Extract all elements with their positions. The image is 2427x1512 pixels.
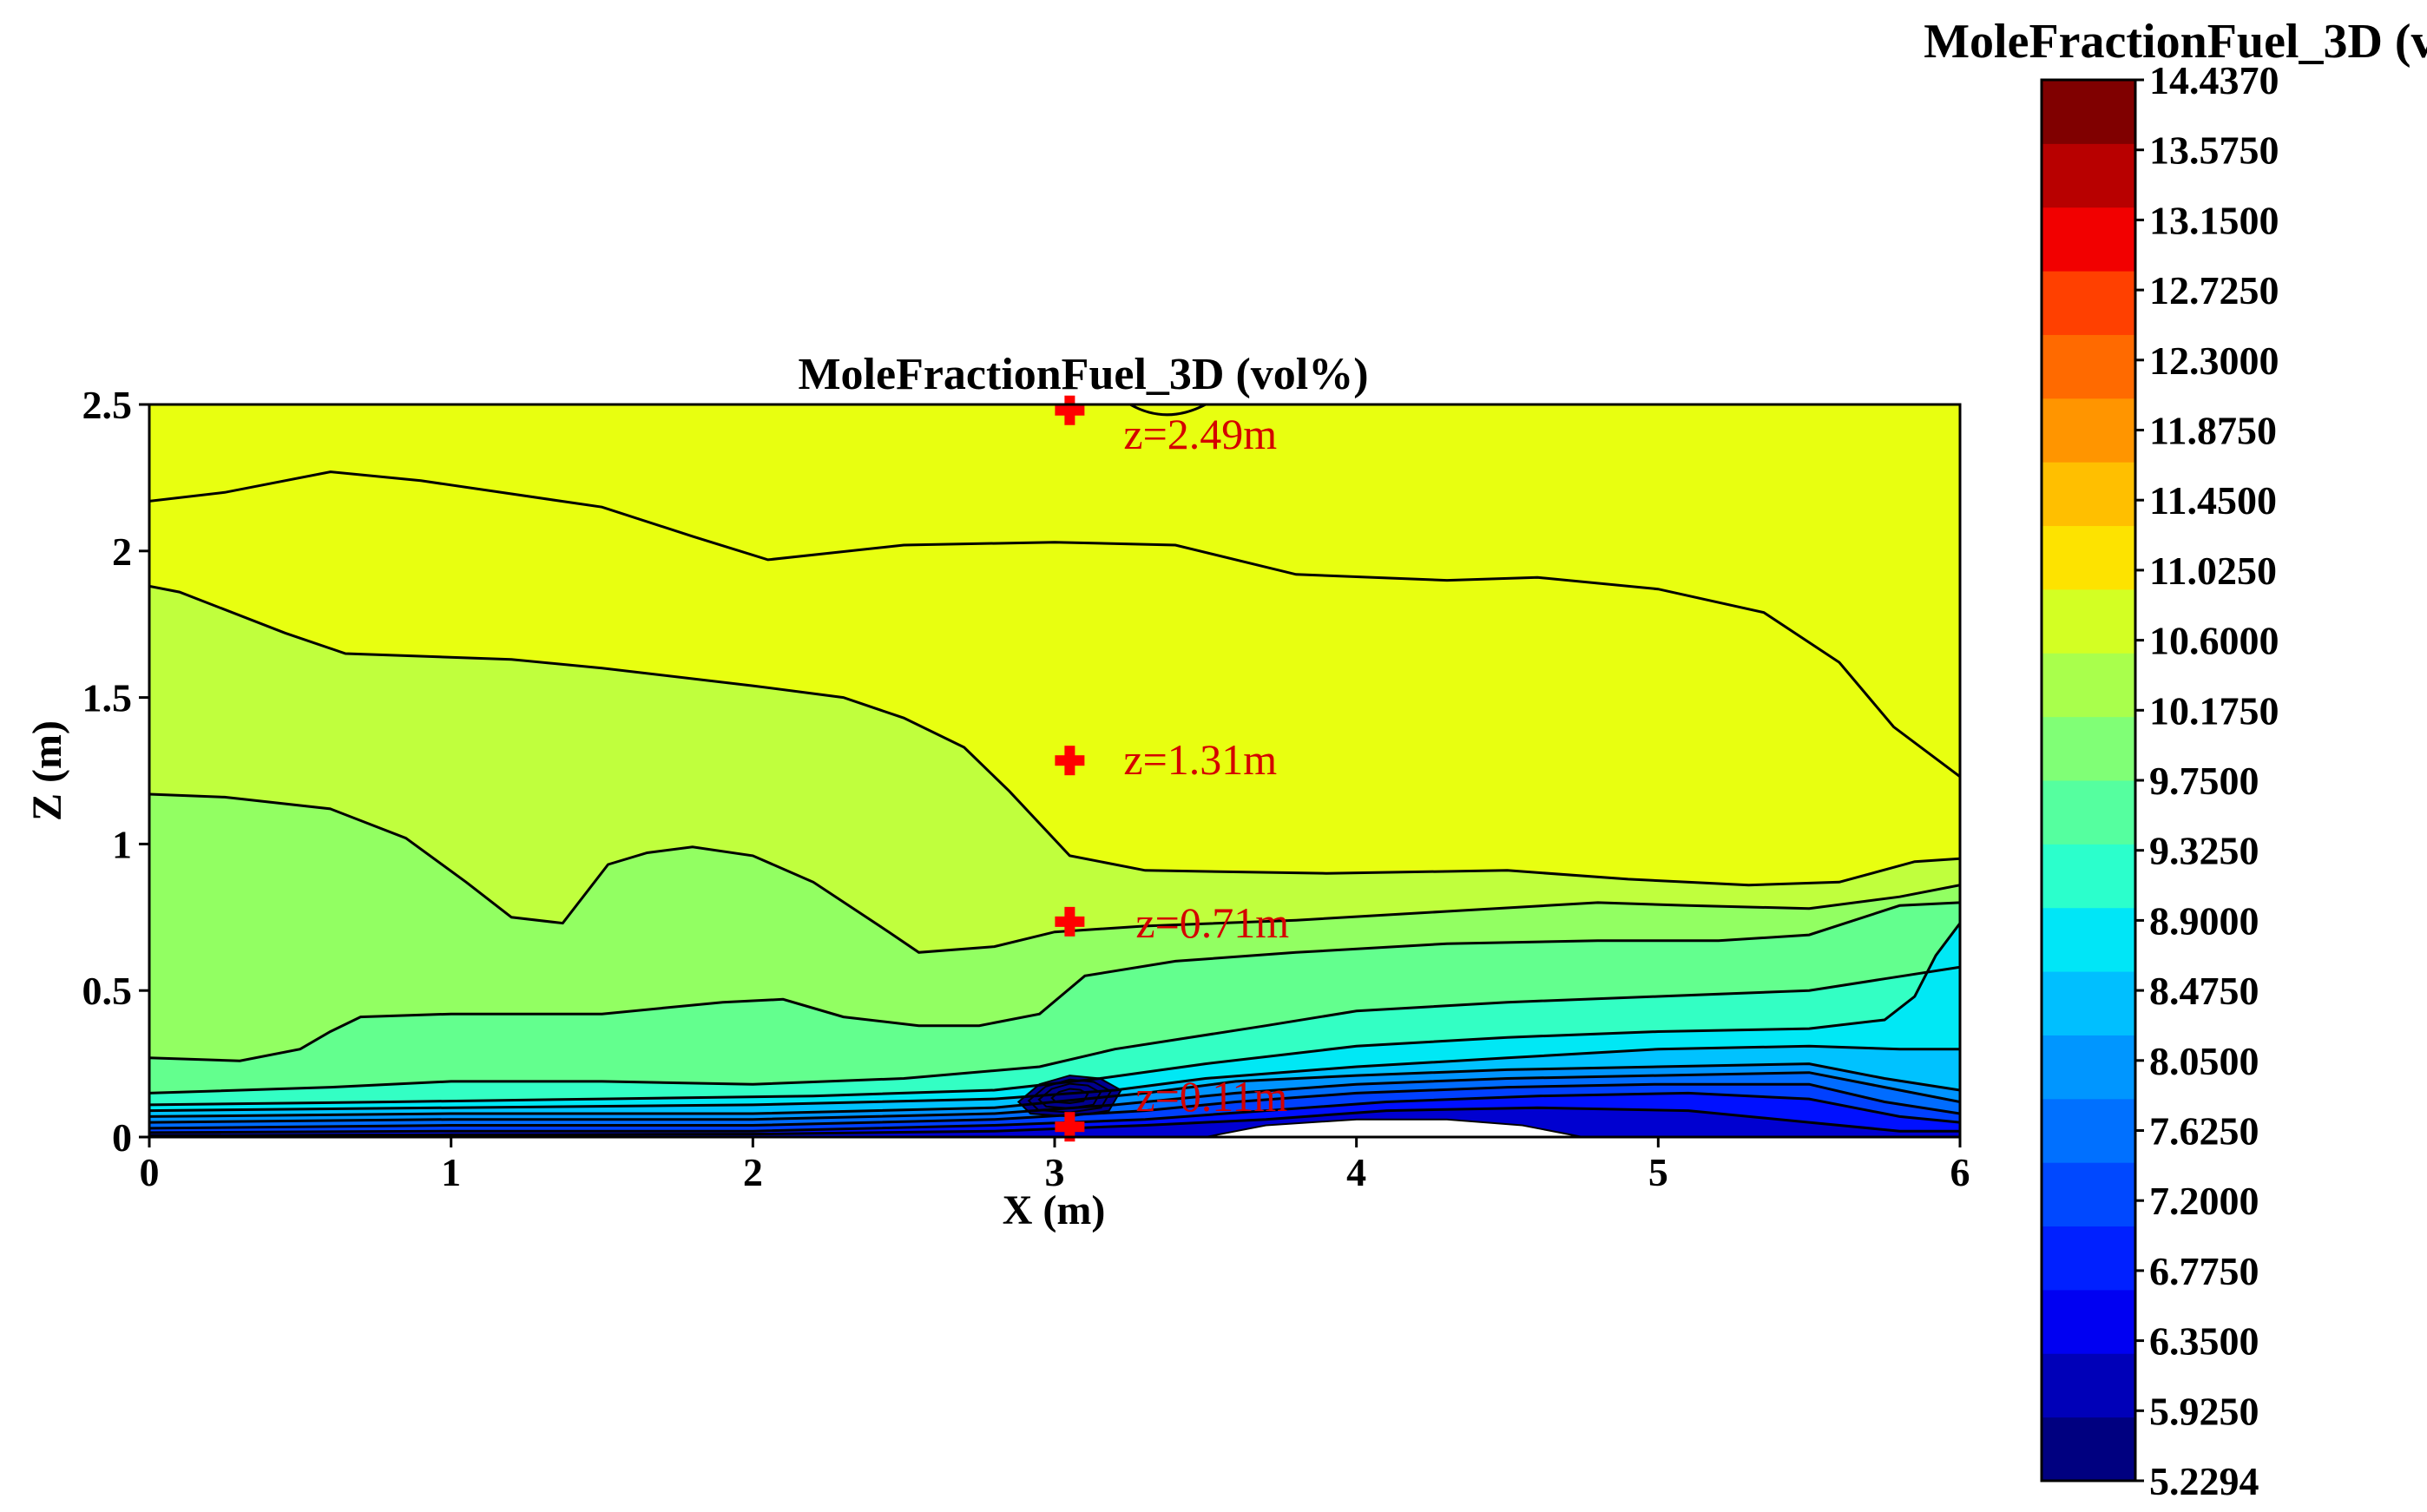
x-axis-label: X (m) [1003, 1187, 1106, 1233]
colorbar-tick-label: 11.8750 [2149, 409, 2277, 453]
y-tick-label: 2.5 [82, 383, 133, 427]
y-axis-ticks: 0 0.5 1 1.5 2 2.5 [82, 383, 149, 1160]
probe-marker: z=1.31m [1055, 735, 1277, 784]
y-tick-label: 2 [112, 529, 132, 574]
colorbar-tick-label: 9.3250 [2149, 829, 2259, 873]
colorbar-swatch [2042, 971, 2135, 1035]
plot-area: z=2.49m z=1.31m z=0.71m z=0.11m 0 1 2 3 4 5 6 0 0.… [82, 383, 1970, 1194]
x-tick-label: 1 [441, 1150, 461, 1194]
x-tick-label: 5 [1648, 1150, 1668, 1194]
probe-cross-v [1064, 395, 1075, 425]
colorbar-swatch [2042, 207, 2135, 272]
y-tick-label: 0.5 [82, 969, 133, 1013]
contour-line-11 [149, 1106, 1960, 1137]
colorbar-tick-label: 5.2294 [2149, 1459, 2259, 1503]
contour-line-3 [149, 901, 1960, 1062]
contour-bump-line-1 [1037, 1082, 1102, 1109]
colorbar: MoleFractionFuel_3D (vol%) 5.2294 5.9250 6… [1924, 15, 2427, 1503]
y-tick-label: 0 [112, 1115, 132, 1160]
colorbar-swatch [2042, 1353, 2135, 1418]
colorbar-swatch [2042, 271, 2135, 335]
colorbar-tick-label: 5.9250 [2149, 1389, 2259, 1433]
probe-marker: z=2.49m [1055, 395, 1277, 458]
colorbar-swatch [2042, 1098, 2135, 1163]
probe-cross-v [1064, 906, 1075, 937]
probe-label: z=1.31m [1123, 735, 1277, 784]
contour-line-2 [149, 792, 1960, 954]
colorbar-tick-label: 13.5750 [2149, 128, 2279, 173]
probe-label: z=2.49m [1123, 410, 1277, 458]
y-tick-label: 1 [112, 822, 132, 866]
y-axis-label: Z (m) [24, 720, 70, 821]
contour-bump-line-0 [1050, 1088, 1089, 1105]
contour-line-4 [149, 965, 1960, 1095]
x-tick-label: 3 [1045, 1150, 1065, 1194]
colorbar-tick-label: 12.7250 [2149, 268, 2279, 312]
colorbar-swatch [2042, 1162, 2135, 1227]
contour-line-5 [149, 922, 1960, 1107]
colorbar-tick-label: 10.1750 [2149, 688, 2279, 733]
colorbar-swatch [2042, 653, 2135, 718]
colorbar-swatch [2042, 334, 2135, 399]
probe-cross-v [1064, 746, 1075, 776]
contour-bump-line-2 [1027, 1078, 1113, 1114]
colorbar-tick-label: 13.1500 [2149, 198, 2279, 242]
contour-top-wiggle [1129, 404, 1207, 417]
colorbar-tick-label: 7.6250 [2149, 1109, 2259, 1154]
chart-title: MoleFractionFuel_3D (vol%) [798, 350, 1368, 399]
probe-marker: z=0.71m [1055, 898, 1289, 947]
contour-lines [149, 404, 1960, 1137]
y-tick-label: 1.5 [82, 676, 133, 720]
blank-region [1205, 1118, 1583, 1137]
contour-line-1 [149, 584, 1960, 887]
colorbar-tick-label: 7.2000 [2149, 1179, 2259, 1223]
x-axis-ticks: 0 1 2 3 4 5 6 [140, 1137, 1970, 1194]
colorbar-swatch [2042, 844, 2135, 909]
colorbar-tick-label: 8.4750 [2149, 969, 2259, 1013]
colorbar-tick-label: 12.3000 [2149, 339, 2279, 383]
colorbar-swatch [2042, 143, 2135, 208]
probe-label: z=0.11m [1135, 1072, 1287, 1121]
colorbar-tick-label: 6.3500 [2149, 1319, 2259, 1364]
colorbar-ticks: 5.2294 5.9250 6.3500 6.7750 7.2000 7.6250 8.05… [2135, 58, 2279, 1503]
colorbar-swatch [2042, 1035, 2135, 1100]
colorbar-swatch [2042, 1289, 2135, 1354]
colorbar-tick-label: 8.9000 [2149, 898, 2259, 943]
colorbar-tick-label: 11.0250 [2149, 549, 2277, 593]
colorbar-tick-label: 6.7750 [2149, 1249, 2259, 1293]
colorbar-tick-label: 14.4370 [2149, 58, 2279, 102]
colorbar-tick-label: 9.7500 [2149, 759, 2259, 803]
contour-line-8 [149, 1071, 1960, 1124]
x-tick-label: 2 [743, 1150, 763, 1194]
colorbar-swatch [2042, 80, 2135, 144]
x-tick-label: 6 [1950, 1150, 1970, 1194]
probe-marker: z=0.11m [1055, 1072, 1287, 1142]
colorbar-tick-label: 11.4500 [2149, 478, 2277, 523]
colorbar-swatch [2042, 525, 2135, 590]
x-tick-label: 4 [1346, 1150, 1366, 1194]
colorbar-tick-label: 10.6000 [2149, 619, 2279, 663]
probe-label: z=0.71m [1135, 898, 1289, 947]
annotation-markers: z=2.49m z=1.31m z=0.71m z=0.11m [1055, 395, 1289, 1142]
colorbar-swatch [2042, 716, 2135, 781]
contour-line-10 [149, 1091, 1960, 1134]
colorbar-swatch [2042, 1417, 2135, 1482]
colorbar-title: MoleFractionFuel_3D (vol%) [1924, 15, 2427, 69]
colorbar-swatch [2042, 907, 2135, 972]
x-tick-label: 0 [140, 1150, 160, 1194]
contour-line-6 [149, 1044, 1960, 1113]
colorbar-swatch [2042, 588, 2135, 654]
colorbar-swatch [2042, 398, 2135, 463]
contour-line-9 [149, 1082, 1960, 1130]
contour-line-0 [149, 470, 1960, 778]
colorbar-swatch [2042, 462, 2135, 527]
colorbar-swatch [2042, 1226, 2135, 1291]
colorbar-tick-label: 8.0500 [2149, 1039, 2259, 1083]
probe-cross-v [1064, 1112, 1075, 1142]
contour-line-7 [149, 1062, 1960, 1118]
colorbar-swatch [2042, 780, 2135, 845]
colorbar-swatches [2040, 78, 2137, 1482]
